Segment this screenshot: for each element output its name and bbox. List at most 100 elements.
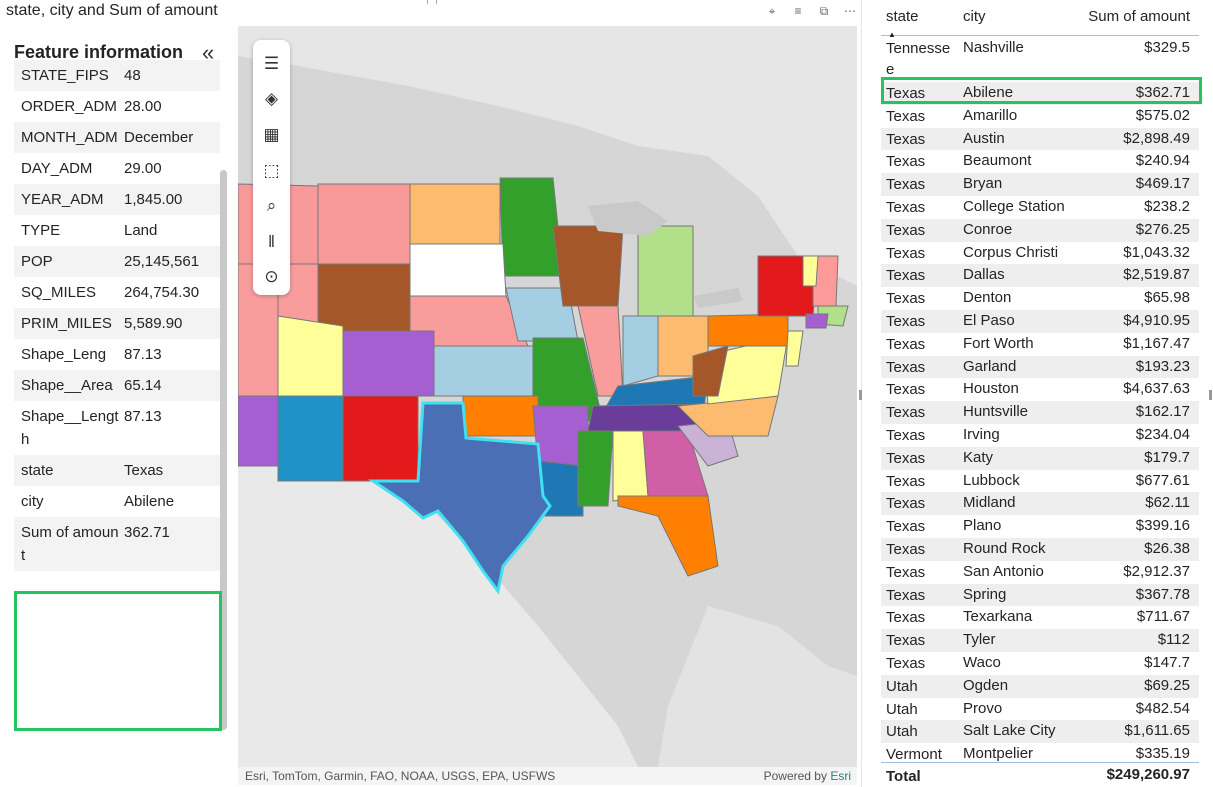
table-row[interactable]: Texas Dallas $2,519.87 [881, 264, 1199, 288]
table-row[interactable]: Texas Houston $4,637.63 [881, 378, 1199, 402]
feature-row: SQ_MILES 264,754.30 [14, 277, 220, 308]
layers-icon[interactable]: ◈ [264, 89, 279, 109]
feature-row: STATE_FIPS 48 [14, 60, 220, 91]
table-row[interactable]: Texas Fort Worth $1,167.47 [881, 332, 1199, 356]
cell-city: Plano [963, 517, 1002, 535]
resize-handle-right[interactable] [1209, 390, 1212, 400]
table-row[interactable]: Texas Denton $65.98 [881, 287, 1199, 310]
feature-label: PRIM_MILES [21, 315, 112, 332]
cell-amount: $482.54 [1135, 699, 1190, 717]
cell-city: Waco [963, 653, 1001, 671]
table-row[interactable]: Texas Abilene $362.71 [881, 82, 1199, 105]
cell-city: Midland [963, 494, 1016, 512]
table-row[interactable]: Texas Garland $193.23 [881, 355, 1199, 379]
qr-grid-icon[interactable]: ▦ [263, 124, 280, 144]
focus-mode-icon[interactable]: ⧉ [819, 4, 829, 18]
cell-amount: $112 [1157, 631, 1190, 649]
select-rectangle-icon[interactable]: ⬚ [263, 160, 280, 180]
feature-value: 25,145,561 [124, 253, 200, 270]
table-row[interactable]: Texas Texarkana $711.67 [881, 606, 1199, 630]
table-row[interactable]: Texas Huntsville $162.17 [881, 401, 1199, 424]
map-visual[interactable]: state, city and Sum of amount ⌖ ≡ ⧉ ⋯ Fe… [0, 0, 862, 787]
esri-link[interactable]: Esri [830, 769, 851, 783]
table-row[interactable]: Utah Provo $482.54 [881, 697, 1199, 721]
us-states-map[interactable] [238, 26, 857, 767]
feature-row: POP 25,145,561 [14, 246, 220, 277]
table-row[interactable]: Texas Spring $367.78 [881, 583, 1199, 607]
table-row[interactable]: Vermont Montpelier $335.19 [881, 743, 1199, 766]
feature-panel-scrollbar[interactable] [220, 170, 227, 730]
table-row[interactable]: Texas Tyler $112 [881, 629, 1199, 652]
cell-city: Amarillo [963, 106, 1018, 124]
feature-value: 264,754.30 [124, 284, 200, 301]
resize-handle-left[interactable] [859, 390, 862, 400]
table-row[interactable]: Tennessee Nashville $329.5 [881, 37, 1199, 82]
table-row[interactable]: Texas Plano $399.16 [881, 515, 1199, 538]
table-row[interactable]: Texas Bryan $469.17 [881, 173, 1199, 196]
more-options-icon[interactable]: ⋯ [844, 4, 856, 18]
state-arizona [277, 395, 344, 482]
table-row[interactable]: Texas Corpus Christi $1,043.32 [881, 241, 1199, 265]
table-row[interactable]: Texas El Paso $4,910.95 [881, 309, 1199, 333]
cell-amount: $399.16 [1135, 517, 1190, 535]
table-row[interactable]: Texas Conroe $276.25 [881, 218, 1199, 242]
table-row[interactable]: Texas Amarillo $575.02 [881, 104, 1199, 128]
header-sum-of-amount[interactable]: Sum of amount [1088, 8, 1190, 25]
table-row[interactable]: Texas Beaumont $240.94 [881, 150, 1199, 174]
table-row[interactable]: Utah Salt Lake City $1,611.65 [881, 720, 1199, 744]
cell-state: Texas [886, 381, 926, 399]
table-row[interactable]: Texas Austin $2,898.49 [881, 127, 1199, 151]
cell-city: Dallas [963, 266, 1005, 284]
feature-row: Shape__Length 87.13 [14, 401, 220, 455]
cell-city: Lubbock [963, 471, 1020, 489]
cell-amount: $276.25 [1135, 220, 1190, 238]
feature-label: TYPE [21, 222, 61, 239]
cell-city: Texarkana [963, 608, 1033, 626]
feature-row: state Texas [14, 455, 220, 486]
cell-state: Texas [886, 632, 926, 650]
state-wisconsin [552, 225, 624, 307]
table-row[interactable]: Texas Waco $147.7 [881, 651, 1199, 675]
cell-state: Texas [886, 130, 926, 148]
cell-city: Spring [963, 585, 1007, 603]
table-body: Tennessee Nashville $329.5 Texas Abilene $362… [881, 37, 1199, 766]
visual-drag-handle[interactable] [427, 0, 437, 4]
search-icon[interactable]: ⌕ [266, 196, 277, 216]
total-label: Total [886, 768, 921, 785]
table-row[interactable]: Texas Midland $62.11 [881, 492, 1199, 516]
location-icon[interactable]: ⊙ [264, 267, 279, 287]
cell-state: Texas [886, 176, 926, 194]
filter-icon[interactable]: ≡ [794, 4, 802, 18]
feature-row: Shape__Area 65.14 [14, 370, 220, 401]
feature-row: city Abilene [14, 486, 220, 517]
cell-city: Garland [963, 357, 1017, 375]
feature-label: city [21, 493, 44, 510]
feature-label: ORDER_ADM [21, 98, 117, 115]
header-state[interactable]: state [886, 8, 919, 25]
feature-value: Texas [124, 462, 164, 479]
table-row[interactable]: Texas Lubbock $677.61 [881, 469, 1199, 493]
table-row[interactable]: Texas San Antonio $2,912.37 [881, 560, 1199, 584]
state-new-jersey [785, 330, 804, 367]
pin-icon[interactable]: ⌖ [768, 4, 776, 18]
state-new-mexico [342, 395, 419, 482]
cell-city: Ogden [963, 676, 1009, 694]
map-canvas[interactable] [238, 26, 857, 767]
table-row[interactable]: Utah Ogden $69.25 [881, 674, 1199, 698]
cell-city: Huntsville [963, 403, 1029, 421]
table-row[interactable]: Texas Round Rock $26.38 [881, 537, 1199, 561]
table-row[interactable]: Texas Irving $234.04 [881, 423, 1199, 447]
cell-amount: $193.23 [1135, 357, 1190, 375]
feature-panel-title: Feature information [14, 42, 184, 62]
state-connecticut [805, 313, 829, 329]
header-city[interactable]: city [963, 8, 986, 25]
menu-icon[interactable]: ☰ [263, 53, 280, 73]
collapse-panel-icon[interactable]: « [202, 40, 215, 65]
cell-city: Round Rock [963, 539, 1046, 557]
table-row[interactable]: Texas Katy $179.7 [881, 446, 1199, 470]
table-row[interactable]: Texas College Station $238.2 [881, 195, 1199, 219]
feature-value: December [124, 129, 194, 146]
cell-city: Katy [963, 448, 994, 466]
analytics-icon[interactable]: ‖ [267, 231, 276, 251]
cell-city: Fort Worth [963, 334, 1034, 352]
